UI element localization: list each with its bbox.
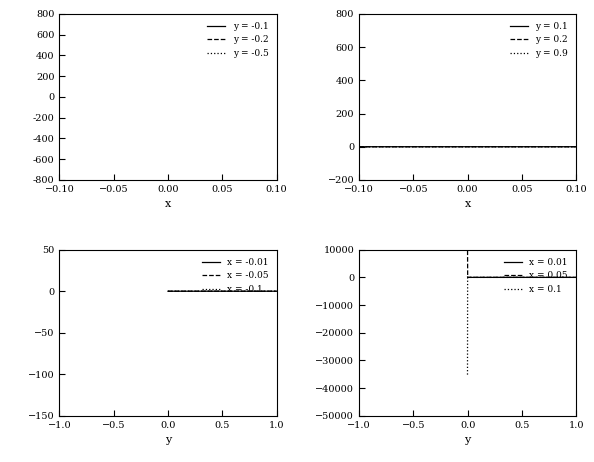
Legend: y = 0.1, y = 0.2, y = 0.9: y = 0.1, y = 0.2, y = 0.9 (507, 18, 571, 61)
x = -0.01 (195, 288, 203, 294)
y = 0.9 (484, 144, 491, 150)
y = 0.2 (494, 144, 501, 150)
x = -0.1 (273, 288, 280, 294)
x = -0.05 (259, 288, 266, 294)
y = 0.1 (355, 144, 362, 150)
x = 0.1 (487, 274, 494, 280)
y = 0.9 (516, 144, 523, 150)
x = 0.05 (495, 274, 502, 280)
X-axis label: x: x (165, 200, 171, 209)
x = -0.01 (273, 288, 280, 294)
x = -0.05 (211, 288, 219, 294)
Line: x = 0.05: x = 0.05 (467, 250, 576, 277)
Legend: y = -0.1, y = -0.2, y = -0.5: y = -0.1, y = -0.2, y = -0.5 (204, 18, 272, 61)
y = 0.1 (573, 144, 580, 150)
y = 0.1 (484, 144, 491, 150)
x = 0.05 (487, 274, 494, 280)
Legend: x = 0.01, x = 0.05, x = 0.1: x = 0.01, x = 0.05, x = 0.1 (501, 254, 571, 298)
x = -0.01 (211, 288, 219, 294)
x = 0.01 (495, 274, 502, 280)
y = 0.2 (516, 144, 523, 150)
x = 0.05 (511, 274, 518, 280)
y = 0.2 (355, 144, 362, 150)
x = -0.05 (195, 288, 203, 294)
Line: x = 0.1: x = 0.1 (467, 277, 576, 375)
x = 0.1 (511, 274, 518, 280)
y = 0.9 (573, 144, 580, 150)
y = 0.1 (494, 144, 501, 150)
x = 0.01 (558, 274, 565, 280)
y = 0.9 (528, 144, 535, 150)
x = 0.05 (573, 274, 580, 280)
x = -0.05 (273, 288, 280, 294)
y = 0.9 (366, 144, 374, 150)
x = -0.1 (195, 288, 203, 294)
y = 0.1 (528, 144, 535, 150)
y = 0.9 (494, 144, 501, 150)
x = -0.1 (211, 288, 219, 294)
x = 0.01 (511, 274, 518, 280)
y = 0.2 (484, 144, 491, 150)
x = -0.1 (187, 288, 194, 294)
X-axis label: x: x (465, 200, 470, 209)
X-axis label: y: y (165, 435, 171, 445)
y = 0.2 (366, 144, 374, 150)
x = 0.01 (573, 274, 580, 280)
y = 0.1 (366, 144, 374, 150)
y = 0.2 (434, 144, 441, 150)
x = 0.1 (495, 274, 502, 280)
y = 0.2 (573, 144, 580, 150)
x = 0.1 (573, 274, 580, 280)
x = 0.01 (487, 274, 494, 280)
x = -0.01 (187, 288, 194, 294)
y = 0.9 (355, 144, 362, 150)
x = -0.01 (259, 288, 266, 294)
X-axis label: y: y (465, 435, 470, 445)
x = 0.1 (558, 274, 565, 280)
Legend: x = -0.01, x = -0.05, x = -0.1: x = -0.01, x = -0.05, x = -0.1 (198, 254, 272, 298)
y = 0.2 (528, 144, 535, 150)
x = -0.1 (259, 288, 266, 294)
x = 0.05 (558, 274, 565, 280)
x = -0.05 (187, 288, 194, 294)
y = 0.1 (516, 144, 523, 150)
y = 0.1 (434, 144, 441, 150)
y = 0.9 (434, 144, 441, 150)
